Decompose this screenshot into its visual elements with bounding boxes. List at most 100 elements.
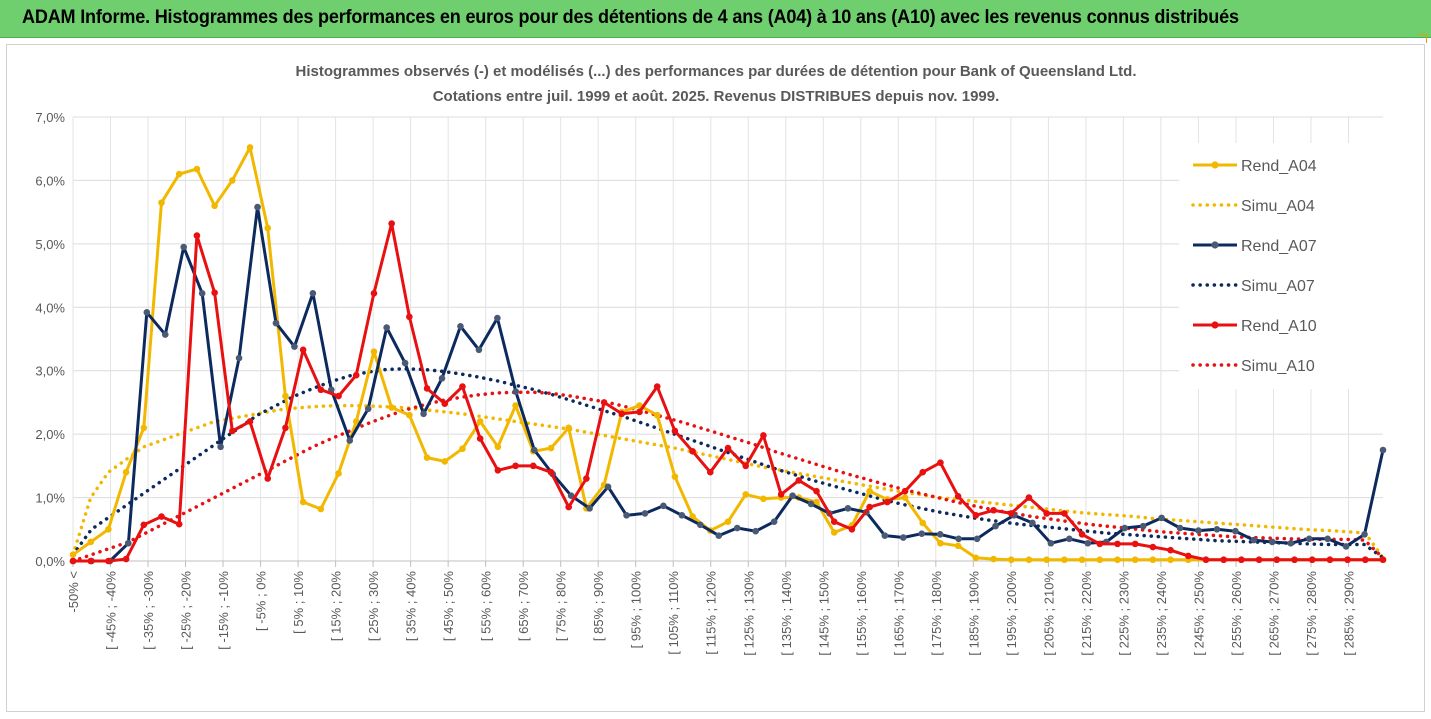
data-point-rend-a07 (1250, 536, 1258, 544)
x-tick-label: [ 235% ; 240% (1154, 571, 1169, 656)
data-point-rend-a10 (175, 520, 183, 528)
data-point-rend-a07 (235, 354, 243, 362)
data-point-rend-a10 (1061, 510, 1068, 517)
data-point-rend-a10 (193, 232, 201, 239)
data-point-rend-a04 (335, 470, 342, 477)
data-point-rend-a04 (1096, 556, 1104, 564)
data-point-rend-a10 (742, 462, 750, 470)
data-point-rend-a04 (1078, 556, 1086, 564)
data-point-rend-a10 (529, 462, 537, 470)
data-point-rend-a07 (457, 323, 464, 330)
series-line-rend-a07 (73, 205, 1385, 563)
data-point-rend-a10 (919, 468, 927, 476)
x-tick-label: [ 155% ; 160% (854, 571, 869, 656)
data-point-rend-a04 (990, 555, 997, 563)
data-point-rend-a04 (175, 170, 183, 178)
x-tick-label: [ 125% ; 130% (741, 571, 756, 656)
data-point-rend-a04 (1167, 556, 1174, 564)
report-title: ADAM Informe. Histogrammes des performan… (22, 7, 1239, 28)
data-point-rend-a10 (317, 386, 325, 394)
data-point-rend-a10 (618, 410, 626, 418)
data-point-rend-a10 (706, 468, 714, 476)
data-point-rend-a10 (122, 555, 130, 563)
data-point-rend-a10 (1291, 556, 1298, 564)
data-point-rend-a10 (87, 557, 95, 565)
data-point-rend-a04 (937, 539, 944, 547)
data-point-rend-a10 (547, 468, 555, 476)
legend-label-rend-a04: Rend_A04 (1241, 158, 1317, 175)
data-point-rend-a10 (901, 487, 909, 495)
data-point-rend-a10 (423, 385, 431, 392)
data-point-rend-a07 (1139, 522, 1147, 530)
data-point-rend-a10 (352, 371, 360, 379)
x-tick-label: [ 185% ; 190% (966, 571, 981, 656)
data-point-rend-a04 (724, 518, 732, 525)
data-point-rend-a10 (105, 557, 112, 565)
data-point-rend-a04 (105, 525, 112, 533)
data-point-rend-a10 (1007, 510, 1015, 517)
x-tick-label: [ -25% ; -20% (179, 571, 194, 650)
data-point-rend-a10 (636, 408, 643, 416)
data-point-rend-a10 (335, 392, 342, 400)
data-point-rend-a07 (955, 535, 962, 543)
data-point-rend-a10 (1025, 494, 1033, 501)
data-point-rend-a10 (1361, 556, 1369, 564)
data-point-rend-a07 (143, 309, 151, 316)
data-point-rend-a07 (254, 203, 261, 211)
x-tick-label: [ 115% ; 120% (704, 571, 719, 655)
x-tick-label: [ -5% ; 0% (254, 571, 269, 631)
data-point-rend-a10 (954, 493, 962, 500)
data-point-rend-a04 (193, 165, 201, 173)
series-line-simu-a04 (71, 403, 1385, 560)
data-point-rend-a07 (586, 505, 593, 512)
data-point-rend-a10 (777, 491, 785, 498)
data-point-rend-a07 (1305, 535, 1313, 543)
legend-label-simu-a04: Simu_A04 (1241, 198, 1315, 215)
data-point-rend-a10 (1308, 556, 1316, 564)
data-point-rend-a10 (689, 447, 696, 455)
data-point-rend-a10 (140, 521, 148, 529)
data-point-rend-a07 (309, 290, 317, 297)
x-tick-label: [ 205% ; 210% (1041, 571, 1056, 656)
data-point-rend-a10 (494, 466, 502, 474)
data-point-rend-a07 (678, 512, 686, 519)
data-point-rend-a10 (211, 289, 218, 296)
data-point-rend-a04 (264, 224, 272, 232)
data-point-rend-a07 (641, 510, 649, 517)
data-point-rend-a07 (844, 505, 852, 512)
data-point-rend-a07 (1047, 539, 1055, 547)
data-point-rend-a10 (1255, 556, 1263, 564)
data-point-rend-a07 (180, 243, 188, 251)
histogram-line-chart: Histogrammes observés (-) et modélisés (… (35, 63, 1401, 656)
data-point-rend-a10 (1273, 556, 1281, 564)
data-point-rend-a10 (388, 220, 395, 227)
data-point-rend-a04 (406, 411, 413, 419)
data-point-rend-a04 (1061, 556, 1068, 564)
data-point-rend-a04 (1043, 556, 1050, 564)
data-point-rend-a07 (494, 314, 501, 322)
series-lines (69, 144, 1387, 565)
x-tick-label: [ 25% ; 30% (366, 571, 381, 642)
data-point-rend-a04 (158, 199, 165, 206)
y-tick-label: 1,0% (35, 491, 65, 506)
data-point-rend-a04 (512, 402, 519, 409)
data-point-rend-a04 (423, 454, 431, 461)
data-point-rend-a10 (1326, 556, 1334, 564)
x-tick-label: [ 95% ; 100% (629, 571, 644, 649)
data-point-rend-a07 (1195, 527, 1202, 534)
data-point-rend-a04 (299, 498, 307, 506)
data-point-rend-a10 (158, 513, 165, 520)
y-tick-label: 6,0% (35, 173, 65, 188)
data-point-rend-a07 (1379, 446, 1387, 454)
data-point-rend-a04 (1025, 556, 1033, 564)
data-point-rend-a10 (1096, 540, 1104, 548)
selection-handle-top-right[interactable] (1418, 34, 1427, 43)
x-tick-label: [ 35% ; 40% (404, 571, 419, 642)
data-point-rend-a10 (937, 459, 944, 466)
x-tick-label: [ 215% ; 220% (1079, 571, 1094, 656)
legend-box (1179, 143, 1401, 389)
chart-area[interactable]: Histogrammes observés (-) et modélisés (… (6, 44, 1425, 712)
x-tick-label: [ 145% ; 150% (816, 571, 831, 656)
data-point-rend-a04 (370, 348, 378, 355)
data-point-rend-a07 (420, 410, 427, 418)
